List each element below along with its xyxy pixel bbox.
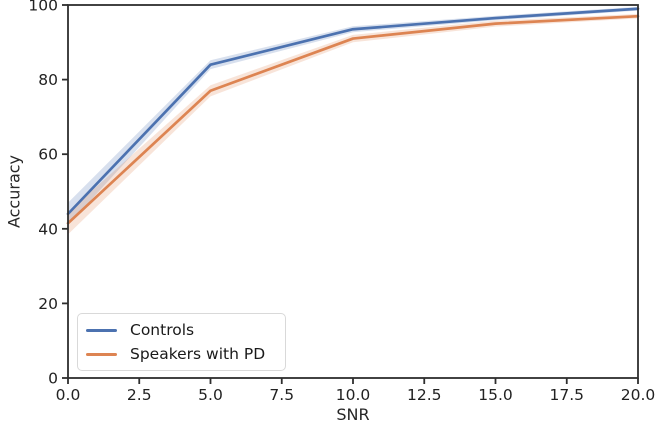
speakers-with-pd-line-swatch [86, 352, 117, 356]
y-tick-label: 100 [28, 0, 58, 15]
y-axis-label: Accuracy [4, 154, 24, 229]
x-tick-label: 2.5 [127, 386, 152, 404]
y-tick-label: 80 [38, 71, 58, 89]
x-tick-label: 5.0 [198, 386, 223, 404]
series-line-0 [66, 7, 640, 216]
y-tick-label: 60 [38, 146, 58, 164]
y-tick-label: 0 [48, 370, 58, 388]
x-tick-label: 15.0 [478, 386, 513, 404]
x-tick-label: 12.5 [407, 386, 442, 404]
legend-entry-speakers-with-pd: Speakers with PD [86, 345, 273, 363]
legend-label-controls: Controls [130, 321, 195, 339]
legend-label-speakers-with-pd: Speakers with PD [130, 345, 266, 363]
x-tick-label: 20.0 [621, 386, 656, 404]
x-tick-label: 0.0 [56, 386, 81, 404]
x-tick-label: 17.5 [549, 386, 584, 404]
controls-line-swatch [86, 328, 117, 332]
series-line-1 [66, 14, 640, 225]
chart-legend: Controls Speakers with PD [77, 313, 286, 371]
x-tick-label: 10.0 [336, 386, 371, 404]
x-axis-label: SNR [336, 405, 370, 424]
confidence-band-0 [68, 6, 638, 226]
x-tick-label: 7.5 [269, 386, 294, 404]
legend-entry-controls: Controls [86, 321, 273, 339]
y-tick-label: 40 [38, 220, 58, 238]
y-tick-label: 20 [38, 295, 58, 313]
